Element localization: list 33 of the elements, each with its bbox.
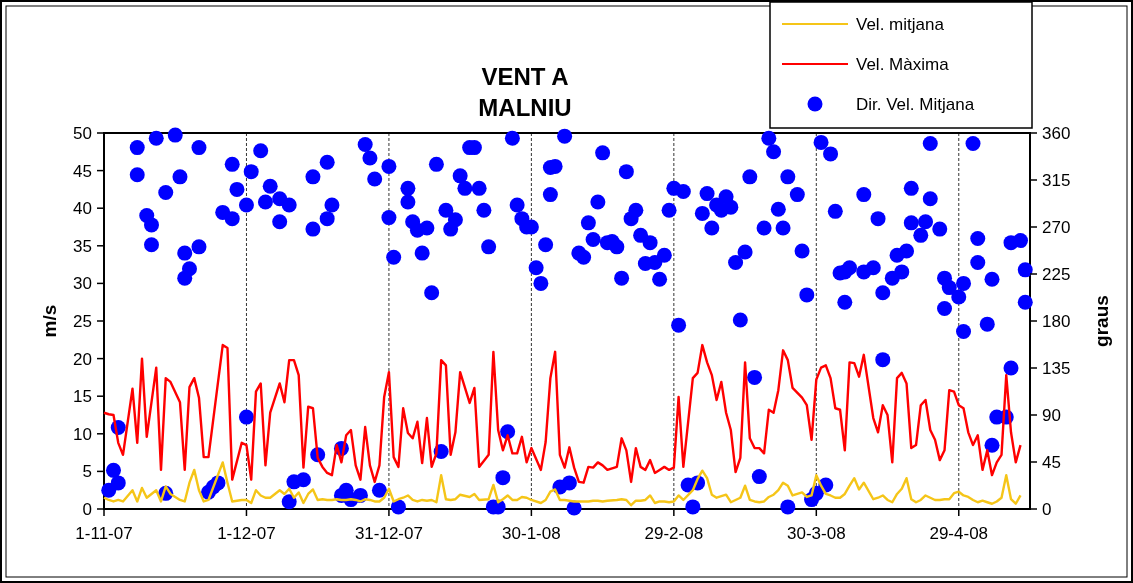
- y-tick-label: 10: [73, 424, 92, 444]
- x-tick-label: 1-11-07: [75, 524, 133, 543]
- y-tick-label: 45: [73, 161, 92, 181]
- y-tick-label: 50: [73, 124, 92, 143]
- y-tick-label: 25: [73, 312, 92, 331]
- y2-tick-label: 135: [1042, 359, 1071, 378]
- x-tick-label: 31-12-07: [354, 524, 423, 543]
- y2-tick-label: 225: [1042, 265, 1071, 284]
- legend-label: Vel. mitjana: [856, 15, 945, 34]
- y2-axis-title: graus: [1091, 295, 1112, 347]
- y-tick-label: 30: [73, 274, 92, 294]
- y2-tick-label: 90: [1042, 406, 1061, 425]
- y2-tick-label: 45: [1042, 453, 1061, 472]
- x-tick-label: 29-4-08: [929, 524, 989, 543]
- x-tick-label: 29-2-08: [644, 524, 704, 543]
- y-tick-label: 35: [73, 236, 92, 256]
- x-tick-label: 1-12-07: [217, 524, 276, 543]
- y-axis-title: m/s: [39, 304, 60, 338]
- chart-title: VENT A MALNIU: [478, 63, 572, 121]
- y2-tick-label: 315: [1042, 171, 1071, 190]
- legend-label: Vel. Màxima: [856, 55, 950, 74]
- y-tick-label: 40: [73, 199, 92, 219]
- y-tick-label: 0: [82, 500, 92, 519]
- y2-tick-label: 180: [1042, 312, 1071, 331]
- y-tick-label: 15: [73, 387, 92, 407]
- y-tick-label: 20: [73, 349, 92, 369]
- x-tick-label: 30-1-08: [502, 524, 561, 543]
- x-tick-label: 30-3-08: [787, 524, 846, 543]
- legend-label: Dir. Vel. Mitjana: [856, 95, 975, 114]
- y-tick-label: 5: [82, 462, 92, 482]
- y2-tick-label: 270: [1042, 218, 1071, 237]
- y2-tick-label: 360: [1042, 124, 1071, 143]
- y2-tick-label: 0: [1042, 500, 1052, 519]
